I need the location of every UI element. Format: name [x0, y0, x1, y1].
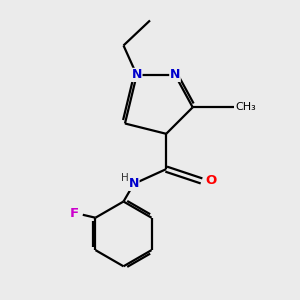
Text: F: F [70, 207, 79, 220]
Text: N: N [170, 68, 180, 81]
Text: H: H [121, 173, 128, 183]
Text: CH₃: CH₃ [236, 102, 256, 112]
Text: N: N [129, 177, 139, 190]
Text: N: N [132, 68, 142, 81]
Text: O: O [205, 174, 216, 188]
